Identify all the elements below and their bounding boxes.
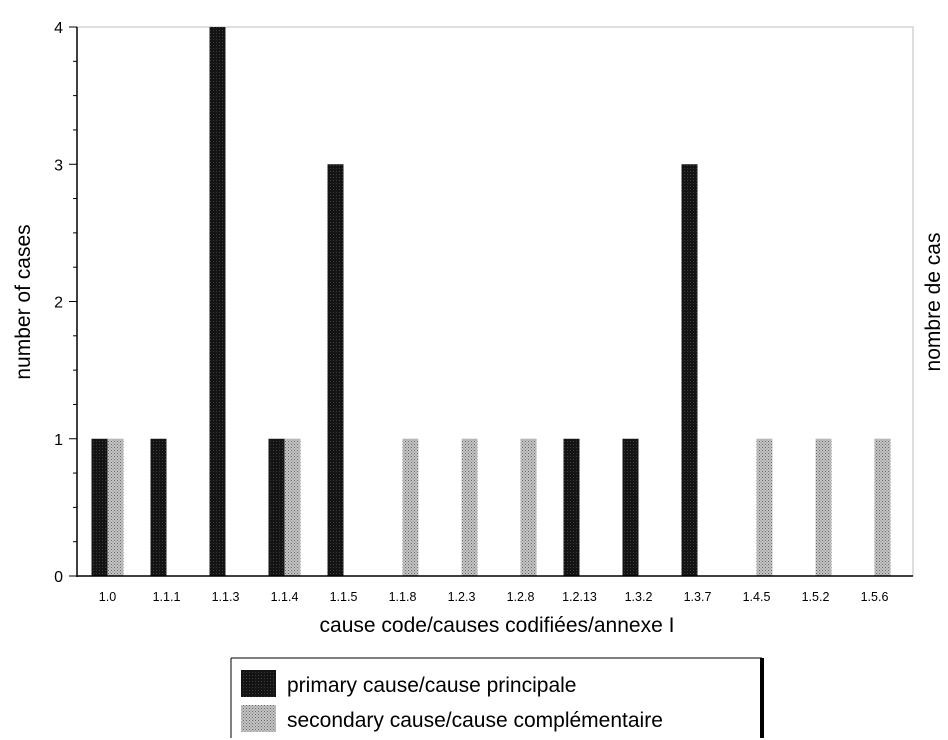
x-tick-label: 1.5.6	[861, 590, 889, 604]
x-tick-label: 1.3.7	[684, 590, 712, 604]
x-tick-label: 1.3.2	[625, 590, 653, 604]
y-axis-title: number of cases	[12, 224, 35, 379]
plot-area-frame	[76, 26, 914, 577]
bar-primary-1-1-5	[327, 164, 344, 576]
bar-primary-1-0	[91, 438, 108, 576]
bar-secondary-1-1-8	[402, 438, 419, 576]
y-tick-label: 3	[54, 157, 63, 174]
x-tick-label: 1.2.8	[507, 590, 535, 604]
x-tick-label: 1.1.8	[389, 590, 417, 604]
legend-box	[231, 658, 762, 738]
bar-primary-1-1-1	[150, 438, 167, 576]
y-tick-label: 4	[54, 20, 63, 37]
bars	[91, 27, 891, 576]
bar-secondary-1-2-8	[520, 438, 537, 576]
legend-label-primary: primary cause/cause principale	[287, 674, 576, 697]
y-axis-title-right: nombre de cas	[922, 233, 945, 372]
x-tick-label: 1.4.5	[743, 590, 771, 604]
y-tick-label: 0	[54, 569, 63, 586]
y-axis-ticks: 0 1 2 3 4	[54, 20, 77, 586]
bar-primary-1-1-4	[268, 438, 285, 576]
bar-primary-1-3-7	[681, 164, 698, 576]
bar-secondary-1-5-6	[874, 438, 891, 576]
y-tick-label: 2	[54, 295, 63, 312]
x-tick-label: 1.1.3	[212, 590, 240, 604]
bar-secondary-1-4-5	[756, 438, 773, 576]
bar-secondary-1-2-3	[461, 438, 478, 576]
bar-secondary-1-5-2	[815, 438, 832, 576]
legend: primary cause/cause principale secondary…	[230, 657, 764, 738]
bar-primary-1-2-13	[563, 438, 580, 576]
x-tick-label: 1.0	[99, 590, 116, 604]
legend-swatch-secondary	[241, 705, 276, 732]
y-tick-label: 1	[54, 432, 63, 449]
legend-label-secondary: secondary cause/cause complémentaire	[287, 709, 663, 732]
x-axis-tick-labels: 1.0 1.1.1 1.1.3 1.1.4 1.1.5 1.1.8 1.2.3 1.2.8 1.…	[99, 590, 889, 604]
x-tick-label: 1.5.2	[802, 590, 830, 604]
x-tick-label: 1.2.3	[448, 590, 476, 604]
bar-secondary-1-0	[107, 438, 124, 576]
legend-swatch-primary	[241, 670, 276, 697]
x-tick-label: 1.1.4	[271, 590, 299, 604]
bar-primary-1-1-3	[209, 27, 226, 576]
x-tick-label: 1.1.1	[153, 590, 181, 604]
x-tick-label: 1.2.13	[562, 590, 597, 604]
bar-primary-1-3-2	[622, 438, 639, 576]
x-tick-label: 1.1.5	[330, 590, 358, 604]
bar-secondary-1-1-4	[284, 438, 301, 576]
x-axis-title: cause code/causes codifiées/annexe I	[320, 614, 675, 637]
